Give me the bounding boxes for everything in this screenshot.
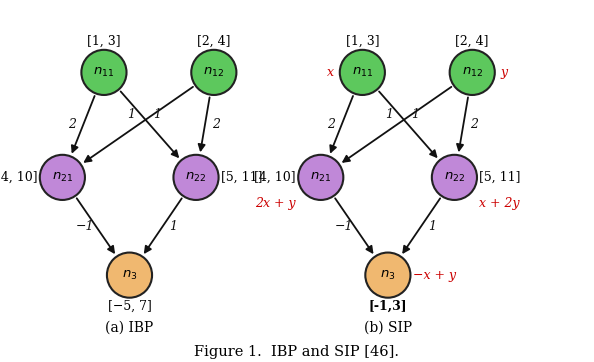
Text: 2: 2 [327,118,335,131]
Text: $n_{21}$: $n_{21}$ [310,171,331,184]
Text: −1: −1 [76,220,94,233]
Text: 1: 1 [169,220,178,233]
Text: [2, 4]: [2, 4] [197,35,230,48]
Text: [5, 11]: [5, 11] [221,171,263,184]
Text: $n_{11}$: $n_{11}$ [352,66,373,79]
Ellipse shape [432,155,477,200]
Text: $n_3$: $n_3$ [380,269,396,282]
Text: [1, 3]: [1, 3] [87,35,121,48]
Text: $n_{21}$: $n_{21}$ [52,171,73,184]
Text: $n_{11}$: $n_{11}$ [93,66,115,79]
Text: $n_3$: $n_3$ [122,269,137,282]
Text: x + 2y: x + 2y [479,197,520,210]
Text: −x + y: −x + y [413,269,456,282]
Text: $n_{22}$: $n_{22}$ [185,171,207,184]
Text: (a) IBP: (a) IBP [105,321,154,334]
Text: [-1,3]: [-1,3] [368,300,407,313]
Text: $n_{22}$: $n_{22}$ [444,171,465,184]
Text: 1: 1 [153,108,161,121]
Text: [−5, 7]: [−5, 7] [108,300,151,313]
Ellipse shape [340,50,385,95]
Ellipse shape [191,50,236,95]
Ellipse shape [107,253,152,298]
Text: 1: 1 [127,108,135,121]
Ellipse shape [298,155,343,200]
Text: 2: 2 [68,118,77,131]
Text: [5, 11]: [5, 11] [479,171,521,184]
Text: 2: 2 [211,118,220,131]
Text: 1: 1 [412,108,419,121]
Text: [4, 10]: [4, 10] [254,171,296,184]
Ellipse shape [365,253,410,298]
Ellipse shape [81,50,127,95]
Text: $n_{12}$: $n_{12}$ [203,66,225,79]
Ellipse shape [40,155,85,200]
Text: −1: −1 [334,220,353,233]
Text: 2: 2 [470,118,478,131]
Text: 2x + y: 2x + y [255,197,296,210]
Text: y: y [501,66,508,79]
Text: 1: 1 [428,220,436,233]
Ellipse shape [450,50,495,95]
Text: 1: 1 [386,108,393,121]
Text: [2, 4]: [2, 4] [456,35,489,48]
Text: $n_{12}$: $n_{12}$ [462,66,483,79]
Text: [1, 3]: [1, 3] [346,35,379,48]
Text: [4, 10]: [4, 10] [0,171,37,184]
Ellipse shape [173,155,219,200]
Text: x: x [327,66,334,79]
Text: Figure 1.  IBP and SIP [46].: Figure 1. IBP and SIP [46]. [194,345,400,359]
Text: (b) SIP: (b) SIP [364,321,412,334]
